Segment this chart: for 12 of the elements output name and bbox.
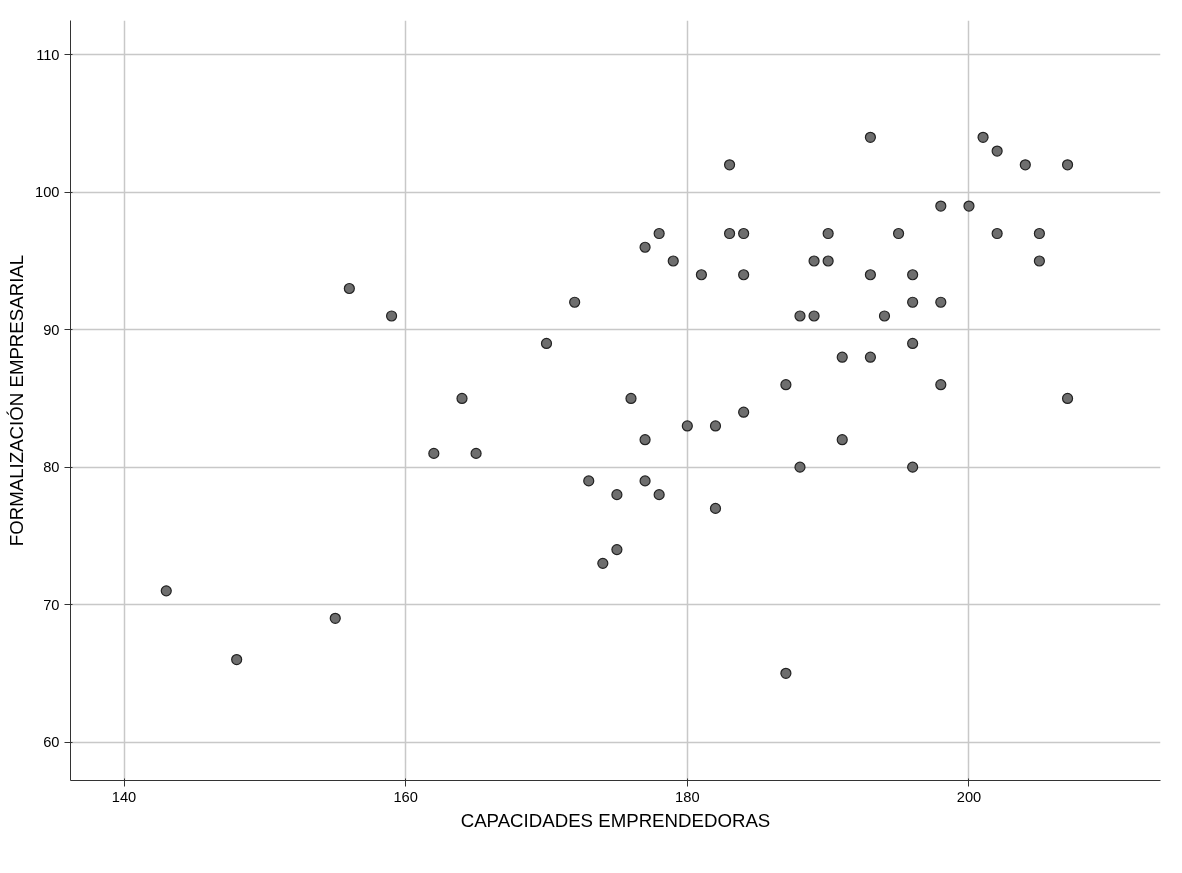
x-tick-label: 180 <box>675 788 700 805</box>
y-tick-label: 90 <box>43 321 60 338</box>
x-axis-title: CAPACIDADES EMPRENDEDORAS <box>460 809 771 831</box>
y-tick-label: 60 <box>43 734 60 751</box>
x-tick-label: 160 <box>393 788 418 805</box>
y-axis-title: FORMALIZACIÓN EMPRESARIAL <box>6 254 28 547</box>
y-tick-label: 70 <box>43 596 60 613</box>
x-tick-label: 140 <box>111 788 137 805</box>
y-tick-label: 80 <box>43 459 60 476</box>
y-tick-label: 110 <box>36 46 60 63</box>
x-tick-label: 200 <box>956 788 982 805</box>
y-tick-label: 100 <box>35 184 60 201</box>
